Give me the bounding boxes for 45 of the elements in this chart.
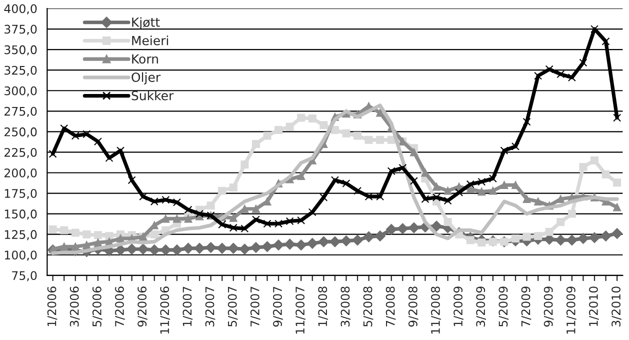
x-tick-label: 1/2008 bbox=[318, 286, 328, 326]
x-tick-label: 9/2009 bbox=[544, 286, 554, 327]
x-tick-label: 9/2007 bbox=[273, 286, 283, 327]
x-tick-label: 7/2008 bbox=[386, 286, 396, 326]
x-tick-label: 11/2009 bbox=[566, 286, 576, 334]
y-tick-label: 400,0 bbox=[4, 4, 37, 14]
legend-label: Meieri bbox=[132, 36, 168, 46]
x-tick-label: 7/2009 bbox=[521, 286, 532, 326]
x-tick-label: 1/2006 bbox=[47, 286, 58, 326]
legend-label: Kjøtt bbox=[132, 17, 160, 30]
y-tick-label: 75,0 bbox=[12, 271, 37, 282]
x-tick-label: 3/2006 bbox=[70, 286, 80, 326]
x-tick-label: 9/2006 bbox=[138, 286, 148, 327]
x-tick-label: 11/2007 bbox=[296, 286, 306, 334]
legend-label: Sukker bbox=[132, 90, 174, 100]
x-tick-label: 3/2008 bbox=[340, 286, 351, 326]
x-tick-label: 9/2008 bbox=[408, 286, 418, 327]
y-tick-label: 350,0 bbox=[4, 45, 37, 56]
x-tick-label: 5/2008 bbox=[363, 286, 374, 326]
y-tick-label: 375,0 bbox=[4, 24, 37, 35]
x-tick-label: 7/2006 bbox=[115, 286, 125, 326]
y-tick-label: 275,0 bbox=[4, 106, 37, 118]
x-tick-label: 1/2010 bbox=[588, 286, 599, 326]
x-tick-label: 5/2006 bbox=[92, 286, 102, 326]
y-tick-label: 200,0 bbox=[4, 168, 37, 179]
y-tick-label: 250,0 bbox=[4, 127, 37, 138]
y-tick-label: 100,0 bbox=[4, 250, 37, 261]
x-tick-label: 1/2009 bbox=[454, 286, 464, 326]
y-tick-label: 325,0 bbox=[4, 66, 37, 76]
x-tick-label: 5/2009 bbox=[498, 286, 509, 326]
y-tick-label: 300,0 bbox=[4, 86, 37, 96]
x-tick-label: 3/2007 bbox=[205, 286, 216, 326]
x-tick-label: 7/2007 bbox=[250, 286, 260, 326]
y-tick-label: 150,0 bbox=[4, 210, 37, 220]
legend-label: Korn bbox=[132, 54, 158, 64]
legend-label: Oljer bbox=[132, 72, 161, 84]
y-tick-label: 225,0 bbox=[4, 148, 37, 158]
x-tick-label: 3/2010 bbox=[612, 286, 622, 326]
x-tick-label: 1/2007 bbox=[182, 286, 193, 326]
y-tick-label: 175,0 bbox=[4, 189, 37, 200]
x-tick-label: 5/2007 bbox=[228, 286, 238, 326]
x-tick-label: 3/2009 bbox=[476, 286, 486, 326]
x-tick-label: 11/2008 bbox=[431, 286, 441, 334]
y-tick-label: 125,0 bbox=[4, 230, 37, 240]
x-tick-label: 11/2006 bbox=[160, 286, 170, 334]
